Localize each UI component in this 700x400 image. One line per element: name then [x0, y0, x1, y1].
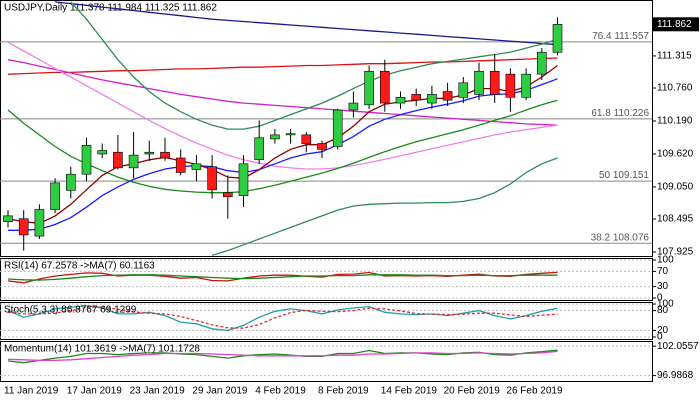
- candle-body: [66, 173, 76, 191]
- moving-average-line: [7, 41, 558, 170]
- candle-body: [332, 109, 343, 147]
- indicator-tick-label: 30: [657, 281, 669, 292]
- moving-average-line: [8, 78, 558, 231]
- candle-body: [128, 154, 139, 169]
- candle-body: [81, 144, 92, 175]
- candle-body: [442, 91, 453, 101]
- fib-level-label: 50 109.151: [599, 170, 649, 181]
- candle-body: [317, 143, 327, 150]
- moving-average-line: [7, 59, 558, 126]
- candle-body: [175, 157, 186, 173]
- fib-level-label: 76.4 111.557: [592, 31, 649, 42]
- indicator-tick-label: 100: [657, 255, 674, 266]
- moving-average-line: [70, 1, 558, 130]
- candle-body: [207, 166, 217, 191]
- x-tick-label: 8 Feb 2019: [318, 386, 369, 397]
- moving-average-line: [7, 99, 558, 194]
- x-tick-label: 29 Jan 2019: [192, 386, 247, 397]
- indicator-title: Momentum(14) 101.3619 ->MA(7) 101.1728: [4, 344, 200, 355]
- candle-body: [285, 133, 296, 136]
- indicator-title: RSI(14) 67.2578 ->MA(7) 60.1163: [4, 261, 155, 272]
- indicator-tick-label: 102.0557: [657, 341, 699, 352]
- candle-body: [113, 151, 123, 169]
- fib-level-label: 38.2 108.076: [591, 232, 650, 243]
- x-tick-label: 17 Jan 2019: [67, 386, 122, 397]
- indicator-tick-label: 80: [657, 305, 669, 316]
- indicator-line: [7, 274, 558, 281]
- candle-body: [223, 192, 233, 198]
- indicator-tick-label: 70: [657, 266, 669, 277]
- indicator-panel-frame: [0, 341, 653, 382]
- fib-price: 111.557: [614, 31, 649, 42]
- candle-body: [552, 23, 563, 53]
- indicator-line: [7, 350, 558, 362]
- candle-body: [97, 150, 107, 155]
- candle-body: [521, 73, 531, 98]
- candle-body: [191, 163, 202, 170]
- candle-body: [270, 134, 280, 140]
- candle-body: [364, 70, 374, 106]
- fib-ratio: 61.8: [591, 108, 611, 119]
- candle-body: [505, 73, 516, 98]
- candle-body: [254, 137, 264, 161]
- y-tick-label: 110.760: [657, 83, 693, 94]
- candle-body: [458, 82, 469, 98]
- candle-body: [411, 94, 422, 101]
- candle-body: [18, 218, 29, 236]
- candle-body: [348, 102, 359, 111]
- candle-body: [160, 151, 170, 159]
- candle-body: [474, 70, 484, 95]
- y-tick-label: 109.620: [657, 149, 694, 160]
- fib-ratio: 50: [599, 170, 611, 181]
- y-tick-label: 109.050: [657, 182, 694, 193]
- fib-price: 109.151: [613, 170, 650, 181]
- fib-level-label: 61.8 110.226: [591, 108, 649, 119]
- indicator-tick-label: 0: [657, 293, 663, 304]
- indicator-panel-frame: [0, 258, 653, 301]
- indicator-tick-label: 96.9868: [657, 370, 694, 381]
- y-tick-label: 111.315: [657, 51, 692, 62]
- candle-body: [144, 151, 155, 155]
- fib-ratio: 38.2: [591, 232, 611, 243]
- candle-body: [301, 134, 312, 144]
- x-tick-label: 26 Feb 2019: [506, 386, 563, 397]
- indicator-tick-label: 0: [657, 332, 663, 343]
- fib-ratio: 76.4: [592, 31, 612, 42]
- candle-body: [50, 182, 60, 210]
- candle-body: [427, 94, 437, 104]
- x-tick-label: 23 Jan 2019: [130, 386, 185, 397]
- candle-body: [489, 70, 500, 95]
- y-tick-label: 110.190: [657, 116, 693, 127]
- indicator-panel-frame: [0, 302, 653, 340]
- indicator-line: [7, 306, 558, 329]
- moving-average-line: [211, 157, 558, 256]
- moving-average-line: [55, 1, 558, 46]
- current-price-label: 111.862: [657, 19, 692, 30]
- candle-body: [34, 209, 45, 237]
- current-price-box: [653, 17, 699, 32]
- moving-average-line: [7, 57, 558, 75]
- candle-body: [395, 96, 406, 104]
- indicator-title: Stoch(5,3,3) 86.8767 69.1299: [4, 305, 137, 316]
- fib-price: 108.076: [613, 232, 650, 243]
- indicator-tick-label: 100: [657, 299, 674, 310]
- candle-body: [238, 163, 249, 196]
- candle-body: [536, 51, 547, 75]
- y-tick-label: 108.495: [657, 214, 694, 225]
- x-tick-label: 11 Jan 2019: [4, 386, 59, 397]
- fib-price: 110.226: [614, 108, 650, 119]
- x-tick-label: 20 Feb 2019: [444, 386, 501, 397]
- candle-body: [3, 215, 13, 222]
- x-tick-label: 14 Feb 2019: [381, 386, 438, 397]
- x-tick-label: 4 Feb 2019: [255, 386, 306, 397]
- indicator-tick-label: 20: [657, 325, 669, 336]
- y-tick-label: 107.925: [657, 247, 694, 258]
- candle-body: [379, 70, 390, 104]
- main-panel-frame: [0, 0, 653, 257]
